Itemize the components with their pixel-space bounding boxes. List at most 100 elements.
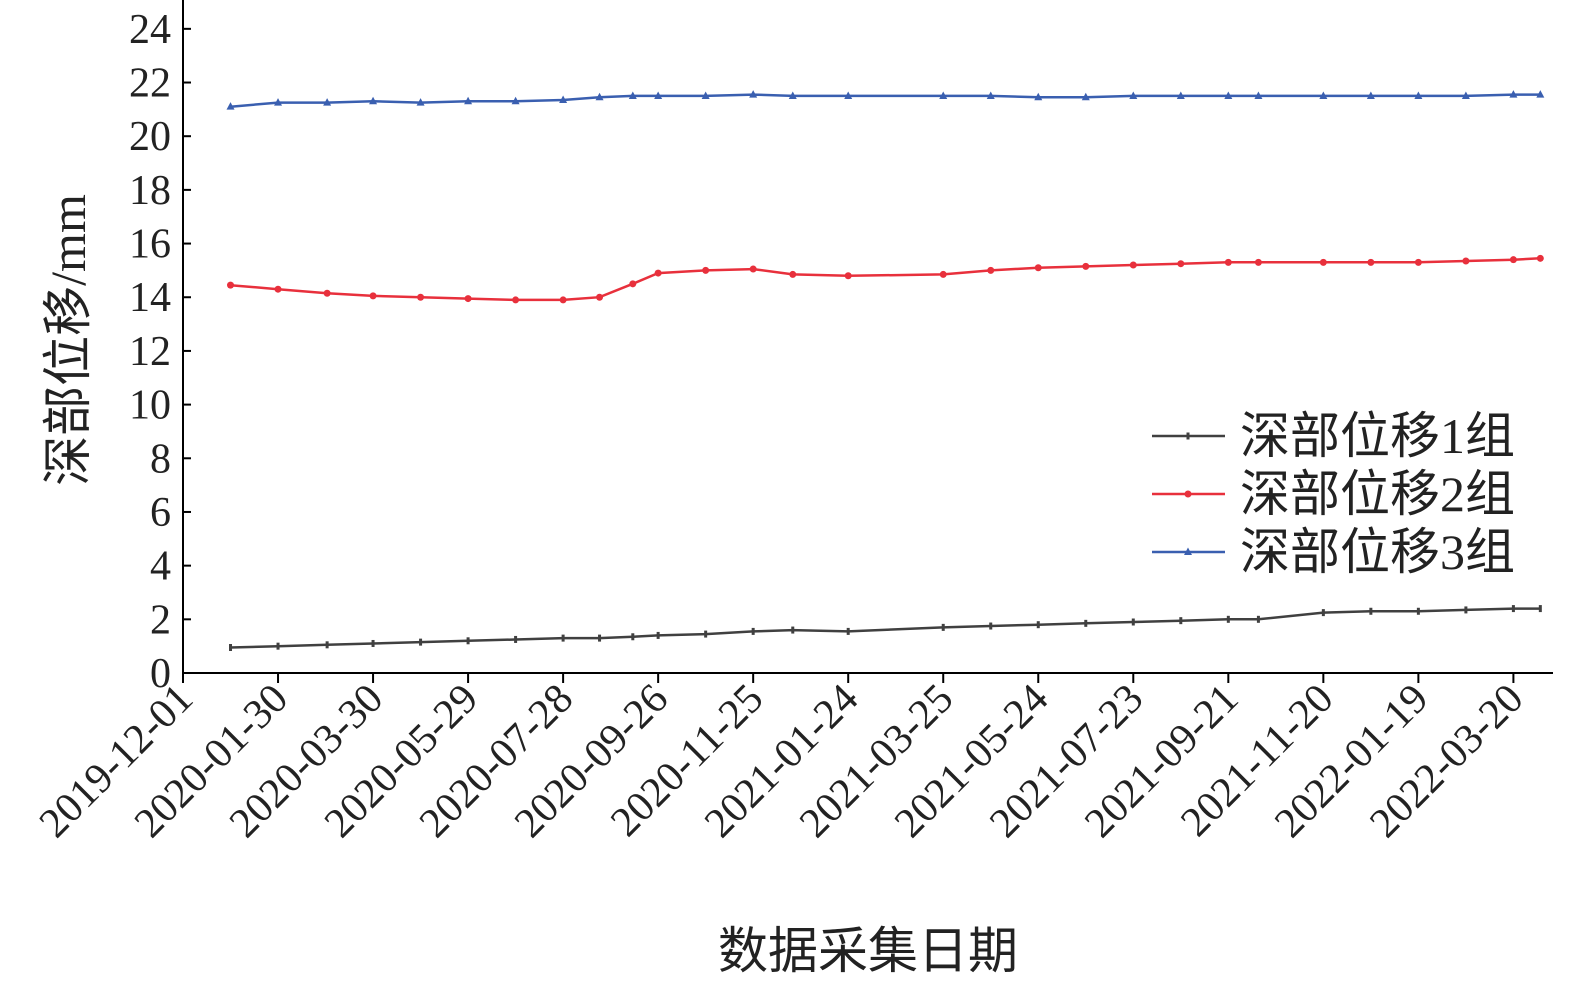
point: [788, 91, 797, 99]
series-line: [230, 607, 1541, 649]
point: [846, 627, 850, 635]
point: [987, 266, 995, 274]
point: [844, 91, 853, 99]
point: [1082, 262, 1090, 270]
x-axis-label: 数据采集日期: [718, 923, 1018, 979]
point: [369, 96, 378, 105]
point: [702, 266, 710, 274]
point: [791, 626, 795, 634]
point: [416, 98, 425, 106]
point: [514, 635, 518, 643]
series-line: [230, 257, 1541, 302]
point: [751, 627, 755, 635]
point: [1177, 260, 1185, 268]
y-tick-label: 2: [150, 597, 171, 643]
y-tick-label: 20: [129, 114, 171, 160]
point: [229, 644, 233, 652]
point: [559, 95, 568, 103]
point: [749, 90, 758, 98]
point: [631, 633, 635, 641]
point: [1254, 258, 1262, 266]
point: [598, 634, 602, 642]
point: [939, 91, 948, 99]
point: [1131, 618, 1135, 626]
point: [1511, 605, 1515, 613]
point: [371, 639, 375, 647]
point: [1536, 90, 1545, 98]
point: [789, 270, 797, 278]
point: [595, 92, 604, 101]
y-tick-label: 6: [150, 490, 171, 536]
legend-label: 深部位移1组: [1240, 408, 1515, 464]
point: [1416, 607, 1420, 615]
point: [227, 281, 235, 289]
y-tick-label: 10: [129, 383, 171, 429]
y-tick-label: 8: [150, 436, 171, 482]
y-axis-label: 深部位移/mm: [40, 194, 96, 486]
point: [1464, 606, 1468, 614]
point: [561, 634, 565, 642]
point: [1176, 91, 1185, 99]
point: [1414, 258, 1422, 266]
point: [1462, 257, 1470, 265]
point: [369, 292, 377, 300]
y-tick-label: 14: [129, 275, 171, 321]
point: [1366, 91, 1375, 99]
y-tick-label: 22: [129, 61, 171, 107]
point: [1224, 91, 1233, 99]
point: [417, 293, 425, 301]
point: [629, 280, 637, 288]
point: [419, 638, 423, 646]
point: [511, 96, 520, 105]
point: [986, 91, 995, 99]
point: [628, 91, 637, 99]
point: [1254, 91, 1263, 99]
legend-label: 深部位移2组: [1240, 466, 1515, 522]
point: [512, 296, 520, 304]
point: [325, 641, 329, 649]
point: [274, 285, 282, 293]
point: [1321, 609, 1325, 617]
point: [1509, 256, 1517, 264]
point: [704, 630, 708, 638]
y-tick-label: 16: [129, 222, 171, 268]
point: [1367, 258, 1375, 266]
point: [1081, 92, 1090, 101]
point: [654, 269, 662, 277]
point: [464, 295, 472, 303]
point: [701, 91, 710, 99]
point: [1084, 619, 1088, 627]
point: [1319, 258, 1327, 266]
point: [1184, 547, 1192, 555]
point: [464, 96, 473, 105]
point: [1034, 92, 1043, 101]
point: [1129, 91, 1138, 99]
point: [1414, 91, 1423, 99]
point: [1186, 432, 1190, 440]
point: [939, 270, 947, 278]
point: [274, 98, 283, 106]
point: [323, 98, 332, 106]
point: [1369, 607, 1373, 615]
point: [1184, 490, 1192, 498]
legend-label: 深部位移3组: [1240, 524, 1515, 580]
point: [276, 642, 280, 650]
point: [323, 289, 331, 297]
point: [1034, 264, 1042, 272]
point: [1224, 258, 1232, 266]
point: [1538, 605, 1542, 613]
point: [656, 631, 660, 639]
point: [749, 265, 757, 273]
point: [1036, 621, 1040, 629]
point: [1461, 91, 1470, 99]
point: [1129, 261, 1137, 269]
point: [226, 102, 235, 110]
point: [596, 293, 604, 301]
y-tick-label: 4: [150, 544, 171, 590]
point: [559, 296, 567, 304]
point: [1256, 615, 1260, 623]
point: [654, 91, 663, 99]
point: [1179, 617, 1183, 625]
point: [989, 622, 993, 630]
